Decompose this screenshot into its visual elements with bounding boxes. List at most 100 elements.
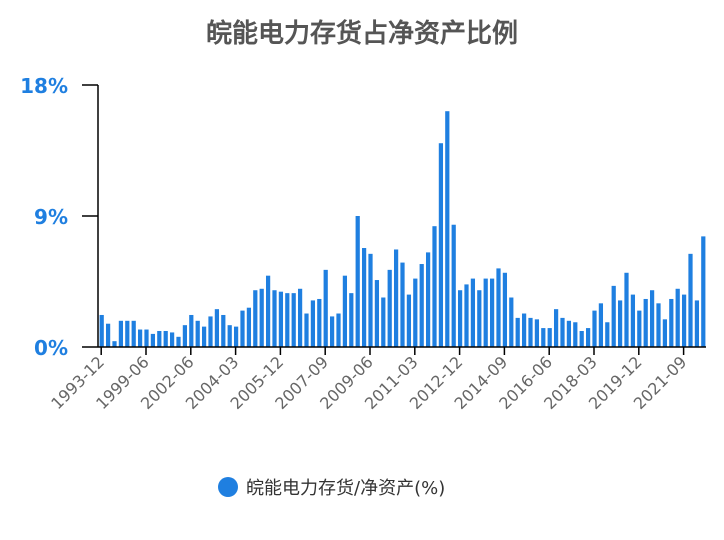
bar[interactable] <box>105 323 111 347</box>
bar[interactable] <box>253 290 258 347</box>
bar[interactable] <box>413 278 418 347</box>
bar[interactable] <box>496 268 501 347</box>
bar[interactable] <box>637 310 642 347</box>
bar[interactable] <box>617 300 623 347</box>
bar[interactable] <box>131 320 136 347</box>
bar[interactable] <box>176 336 181 347</box>
bar[interactable] <box>675 288 680 347</box>
bar[interactable] <box>592 310 597 347</box>
bar[interactable] <box>195 320 200 347</box>
bar[interactable] <box>285 293 290 347</box>
bar[interactable] <box>310 300 316 347</box>
bar[interactable] <box>489 278 495 347</box>
bar[interactable] <box>643 298 648 347</box>
bar[interactable] <box>272 290 277 347</box>
bar[interactable] <box>688 253 693 347</box>
bar[interactable] <box>400 262 405 347</box>
bar[interactable] <box>221 314 226 347</box>
bar[interactable] <box>144 329 149 347</box>
bar[interactable] <box>240 310 245 347</box>
bar[interactable] <box>99 314 104 347</box>
bar[interactable] <box>662 319 668 347</box>
bar[interactable] <box>361 248 367 347</box>
bar[interactable] <box>125 320 130 347</box>
bar[interactable] <box>656 303 661 347</box>
bar[interactable] <box>118 320 124 347</box>
bar[interactable] <box>541 328 546 347</box>
bar[interactable] <box>573 322 578 347</box>
bar[interactable] <box>297 288 303 347</box>
bar[interactable] <box>451 224 456 347</box>
bar[interactable] <box>169 332 175 347</box>
bar[interactable] <box>611 285 616 347</box>
bar[interactable] <box>317 298 322 347</box>
bar[interactable] <box>598 303 604 347</box>
bar[interactable] <box>579 330 584 347</box>
bar[interactable] <box>547 328 552 347</box>
bar[interactable] <box>509 297 514 347</box>
bar[interactable] <box>342 275 348 347</box>
legend[interactable]: 皖能电力存货/净资产(%) <box>218 477 445 499</box>
bar[interactable] <box>419 264 424 347</box>
bar[interactable] <box>201 326 207 347</box>
bar[interactable] <box>630 294 636 347</box>
bar[interactable] <box>553 309 559 347</box>
bar[interactable] <box>534 319 540 347</box>
bar[interactable] <box>278 291 284 347</box>
y-tick-label: 9% <box>34 205 68 229</box>
bar[interactable] <box>157 330 162 347</box>
bar[interactable] <box>368 253 373 347</box>
bar[interactable] <box>406 294 412 347</box>
bar[interactable] <box>694 300 700 347</box>
bar[interactable] <box>163 330 168 347</box>
bar[interactable] <box>605 322 610 347</box>
bar[interactable] <box>233 326 239 347</box>
bar[interactable] <box>355 216 360 347</box>
bar[interactable] <box>323 269 328 347</box>
bar[interactable] <box>585 328 591 347</box>
bar[interactable] <box>259 288 264 347</box>
bar-series <box>99 111 706 347</box>
bar[interactable] <box>214 309 220 347</box>
bar[interactable] <box>457 290 463 347</box>
bar[interactable] <box>336 313 341 347</box>
bar[interactable] <box>387 269 392 347</box>
bar[interactable] <box>112 341 117 347</box>
bar[interactable] <box>329 316 335 347</box>
bar[interactable] <box>381 297 386 347</box>
bar[interactable] <box>502 272 508 347</box>
bar[interactable] <box>432 226 437 347</box>
bar[interactable] <box>349 293 354 347</box>
bar[interactable] <box>566 320 572 347</box>
bar[interactable] <box>374 280 380 347</box>
bar[interactable] <box>189 314 194 347</box>
bar[interactable] <box>483 278 488 347</box>
y-axis-ticks: 0% 9% 18% <box>20 74 98 360</box>
bar[interactable] <box>521 313 527 347</box>
bar[interactable] <box>438 143 444 347</box>
bar[interactable] <box>182 325 188 347</box>
bar[interactable] <box>477 290 482 347</box>
bar[interactable] <box>701 236 706 347</box>
bar[interactable] <box>669 298 674 347</box>
bar[interactable] <box>150 333 156 347</box>
bar[interactable] <box>445 111 450 347</box>
bar[interactable] <box>304 313 309 347</box>
bar[interactable] <box>137 329 143 347</box>
bar[interactable] <box>624 272 629 347</box>
bar[interactable] <box>528 317 533 347</box>
bar[interactable] <box>227 325 232 347</box>
bar[interactable] <box>681 294 687 347</box>
bar[interactable] <box>291 293 296 347</box>
bar[interactable] <box>246 307 252 347</box>
bar[interactable] <box>425 252 431 347</box>
bar[interactable] <box>393 249 399 347</box>
bar[interactable] <box>560 317 565 347</box>
bar[interactable] <box>470 278 476 347</box>
bar[interactable] <box>515 317 520 347</box>
legend-marker-icon <box>218 477 238 497</box>
bar[interactable] <box>265 275 271 347</box>
bar[interactable] <box>464 284 469 347</box>
bar[interactable] <box>208 316 213 347</box>
bar[interactable] <box>649 290 655 347</box>
